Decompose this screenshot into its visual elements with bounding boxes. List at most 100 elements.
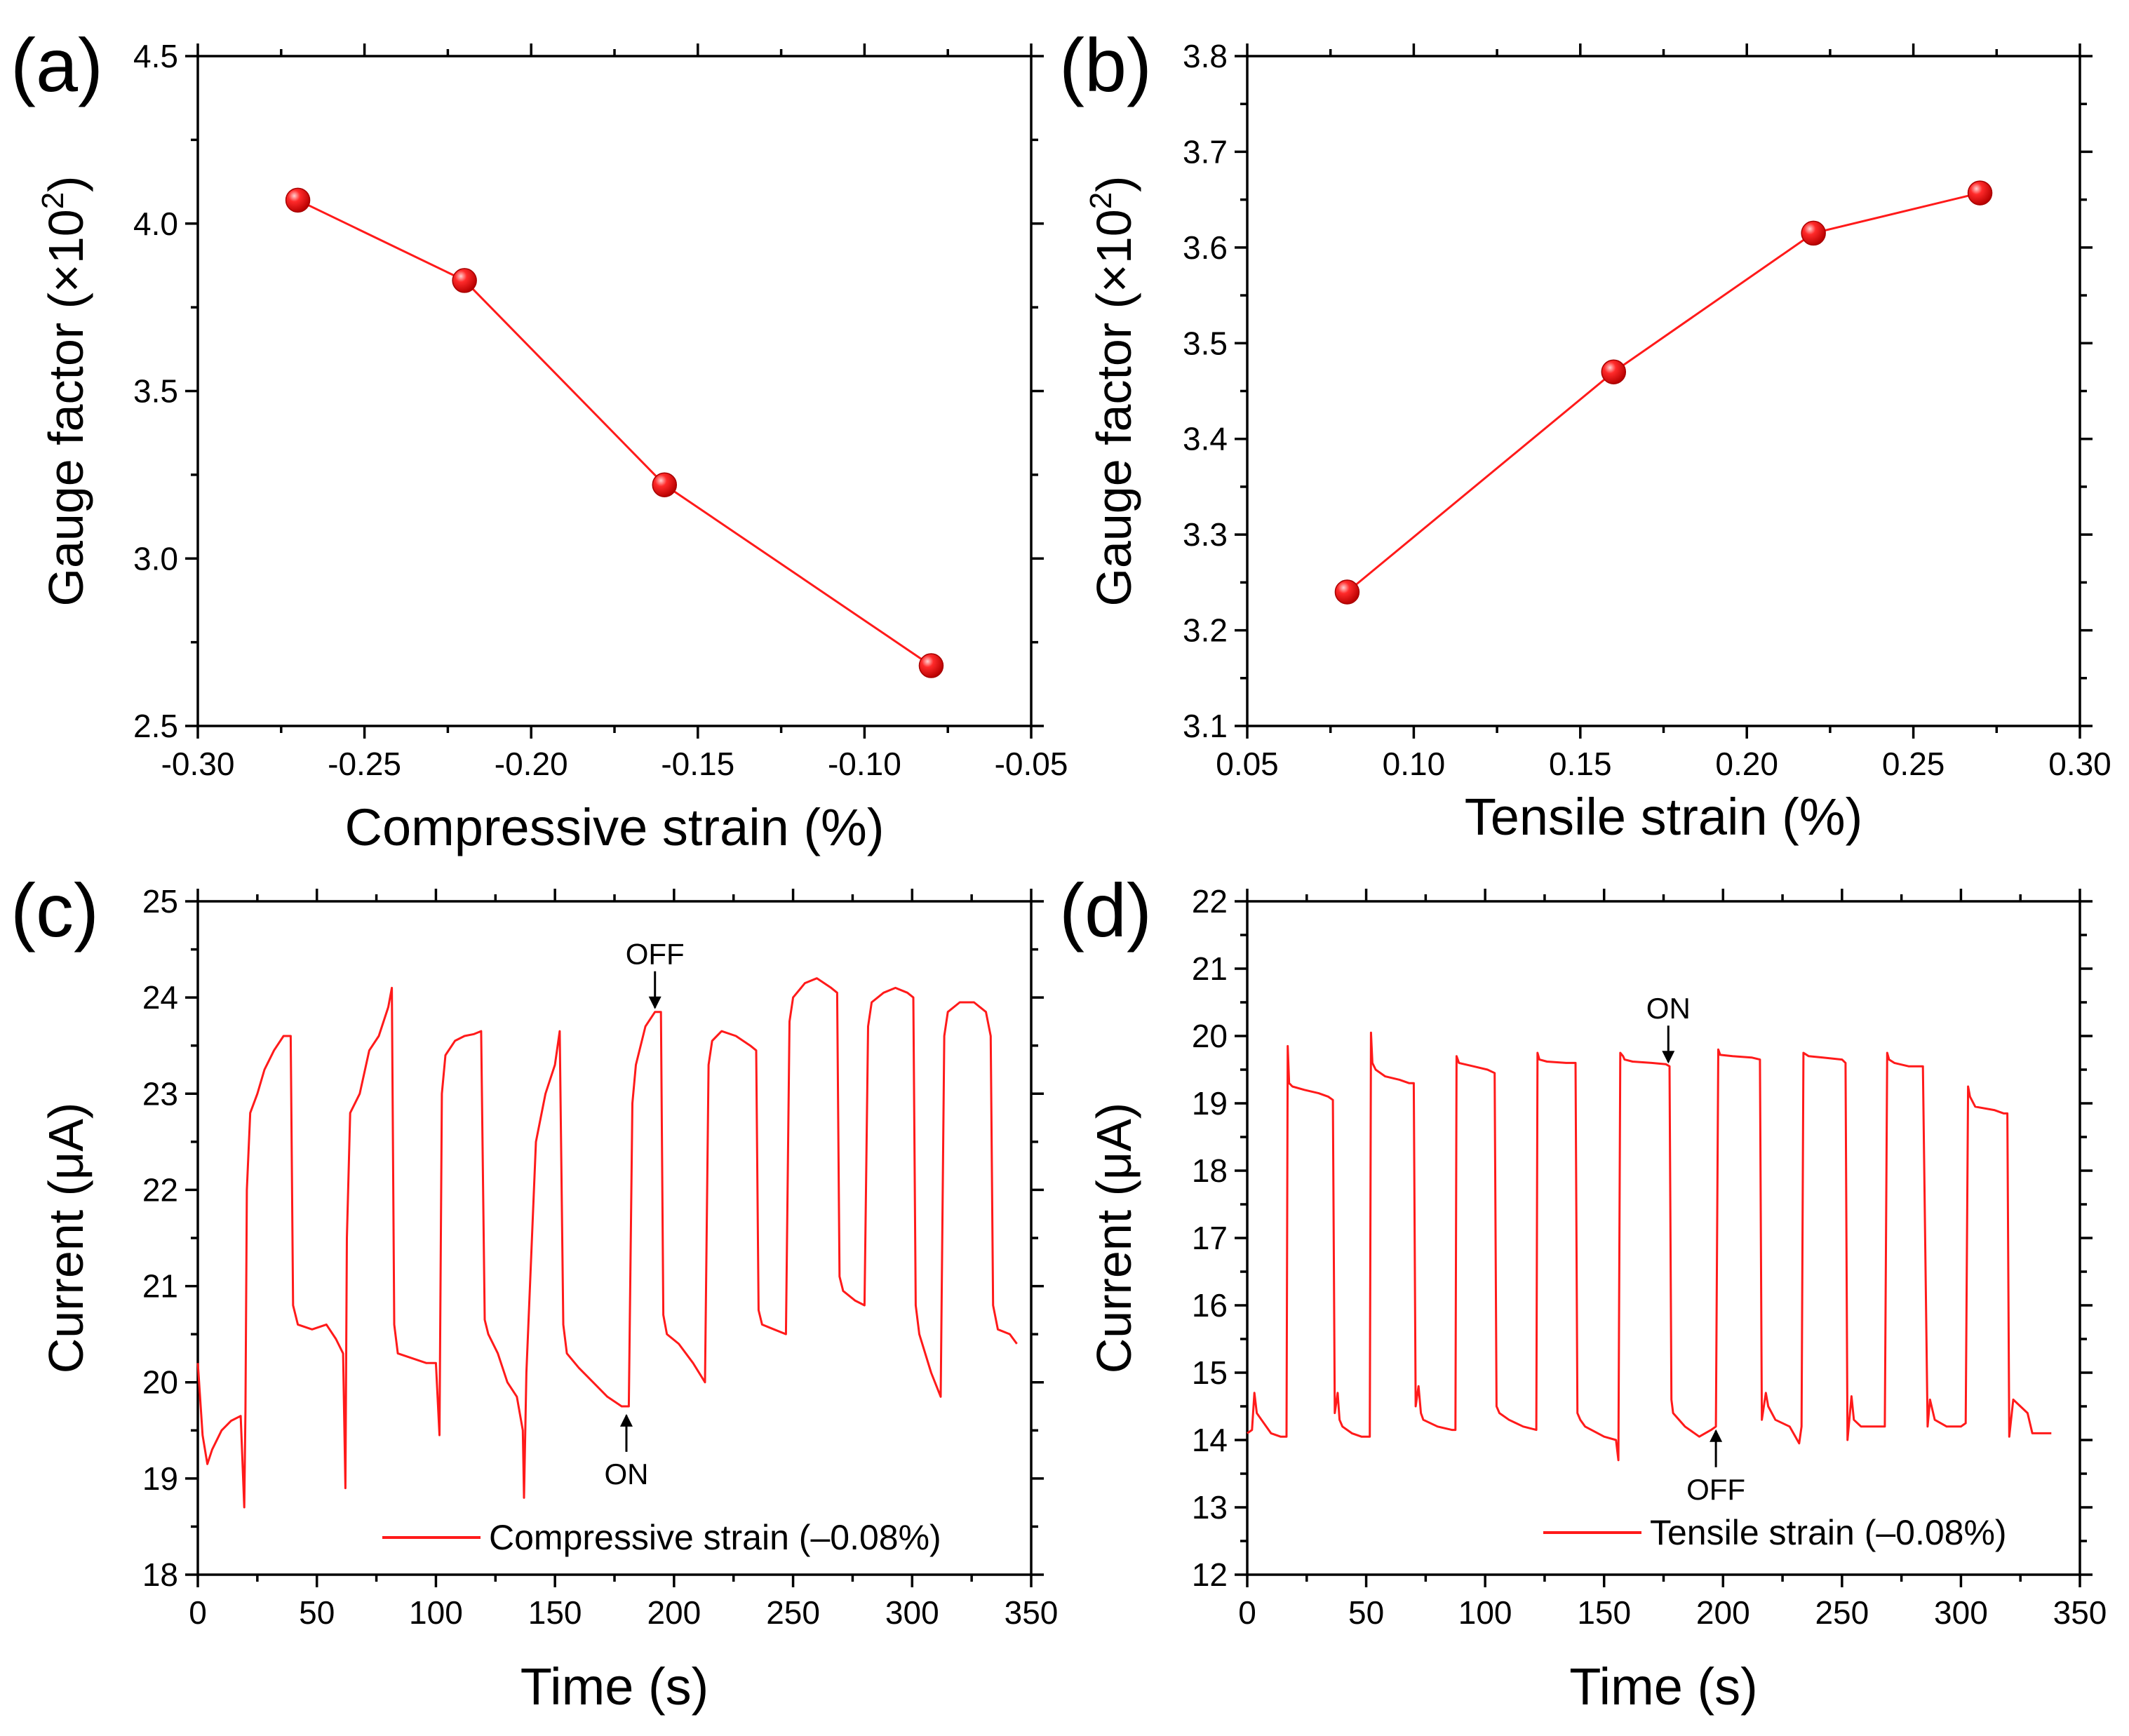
annotation-label: ON [604, 1458, 648, 1491]
annotation-arrow-head [1710, 1429, 1723, 1442]
panel-label: (d) [1059, 868, 1152, 953]
x-tick-label: 250 [1815, 1594, 1869, 1631]
panel-b: 0.05 0.10 0.15 0.20 0.25 0.30 3.1 3.2 3.3 3.4 3.5 3… [1059, 22, 2111, 846]
x-axis-title: Time (s) [1569, 1657, 1758, 1716]
panel-label: (a) [11, 22, 103, 107]
y-axis-title: Current (μA) [1087, 1103, 1141, 1374]
y-axis-title-times: × [1087, 264, 1141, 292]
data-point [918, 653, 944, 678]
y-tick-label: 19 [1192, 1085, 1228, 1122]
x-tick-label: 350 [1005, 1594, 1059, 1631]
panel-a: -0.30 -0.25 -0.20 -0.15 -0.10 -0.05 2.5 3.0 3.5 4… [11, 22, 1068, 856]
y-tick-label: 2.5 [133, 708, 178, 744]
x-tick-label: -0.25 [328, 746, 401, 782]
y-tick-label: 19 [142, 1460, 178, 1497]
y-tick-label: 25 [142, 883, 178, 920]
annotation: ON [1646, 992, 1691, 1064]
y-tick-label: 16 [1192, 1287, 1228, 1324]
x-tick-label: 50 [1348, 1594, 1384, 1631]
y-tick-label: 3.1 [1183, 708, 1228, 744]
y-tick-label: 24 [142, 979, 178, 1016]
x-tick-label: 0.10 [1383, 746, 1446, 782]
data-point [1967, 180, 1993, 206]
y-axis-title-close: ) [1087, 175, 1141, 191]
x-axis-title: Compressive strain (%) [345, 798, 885, 856]
y-axis-title-exponent: 2 [1084, 192, 1118, 209]
y-axis-title: Gauge factor (×102) [1084, 175, 1141, 606]
y-tick-label: 3.6 [1183, 229, 1228, 266]
y-tick-label: 3.8 [1183, 38, 1228, 74]
y-axis-title: Gauge factor (×102) [36, 175, 93, 606]
panel-c: 0 50 100 150 200 250 300 350 18 19 20 21 22 23 24 25 (c)… [11, 868, 1058, 1716]
y-tick-label: 23 [142, 1075, 178, 1112]
data-point [1801, 220, 1826, 246]
y-tick-label: 17 [1192, 1220, 1228, 1256]
y-axis-title-base: 10 [39, 209, 93, 264]
data-point [652, 472, 678, 497]
x-tick-label: 300 [885, 1594, 939, 1631]
x-tick-label: 0 [189, 1594, 207, 1631]
y-tick-label: 4.0 [133, 206, 178, 242]
y-tick-label: 22 [142, 1171, 178, 1208]
x-tick-label: 0.30 [2048, 746, 2111, 782]
annotation-label: OFF [626, 938, 685, 971]
y-tick-label: 3.4 [1183, 421, 1228, 457]
annotation: OFF [1686, 1429, 1745, 1506]
data-point [285, 187, 311, 213]
y-axis-title-times: × [39, 264, 93, 292]
plot-frame [196, 55, 1033, 727]
series-line [297, 199, 932, 667]
y-axis-title-main: Gauge factor ( [1087, 292, 1141, 606]
data-point [452, 268, 477, 293]
y-tick-label: 18 [1192, 1152, 1228, 1189]
data-point [1601, 359, 1627, 384]
data-point [1334, 579, 1360, 605]
y-axis-title-exponent: 2 [36, 192, 70, 209]
y-axis-title-close: ) [39, 175, 93, 191]
x-tick-label: 150 [528, 1594, 582, 1631]
y-tick-label: 3.7 [1183, 133, 1228, 170]
x-tick-label: -0.30 [161, 746, 235, 782]
x-tick-label: 100 [409, 1594, 463, 1631]
y-tick-label: 3.2 [1183, 612, 1228, 649]
x-tick-label: 0.05 [1216, 746, 1279, 782]
series-line [196, 977, 1018, 1509]
y-tick-label: 4.5 [133, 38, 178, 74]
x-tick-label: 250 [766, 1594, 820, 1631]
x-tick-label: -0.05 [995, 746, 1068, 782]
x-tick-label: 0 [1238, 1594, 1256, 1631]
y-tick-label: 14 [1192, 1422, 1228, 1458]
x-tick-label: 100 [1458, 1594, 1512, 1631]
x-tick-label: 300 [1934, 1594, 1988, 1631]
y-tick-label: 3.0 [133, 540, 178, 577]
annotation: ON [604, 1413, 648, 1491]
y-axis-title-main: Gauge factor ( [39, 292, 93, 606]
x-tick-label: 200 [1696, 1594, 1750, 1631]
panel-d: 0 50 100 150 200 250 300 350 12 13 14 15 16 17 18 19 20 2… [1059, 868, 2107, 1716]
x-tick-label: 0.15 [1549, 746, 1612, 782]
annotation-label: OFF [1686, 1473, 1745, 1506]
x-tick-label: -0.15 [661, 746, 734, 782]
series-line [1346, 191, 1980, 593]
x-tick-label: 50 [299, 1594, 335, 1631]
annotation-arrow-head [1662, 1051, 1675, 1064]
y-tick-label: 20 [142, 1364, 178, 1401]
series-line [1247, 1031, 2052, 1462]
x-tick-label: 0.20 [1715, 746, 1778, 782]
y-tick-label: 18 [142, 1556, 178, 1593]
y-axis-title: Current (μA) [39, 1103, 93, 1374]
y-tick-label: 21 [142, 1268, 178, 1305]
x-tick-label: -0.20 [495, 746, 568, 782]
legend-label: Compressive strain (–0.08%) [489, 1518, 941, 1557]
legend-label: Tensile strain (–0.08%) [1650, 1513, 2007, 1552]
x-axis-title: Tensile strain (%) [1465, 788, 1863, 846]
y-axis-title-base: 10 [1087, 209, 1141, 264]
y-tick-label: 20 [1192, 1018, 1228, 1054]
y-tick-label: 3.5 [133, 373, 178, 410]
y-tick-label: 13 [1192, 1489, 1228, 1526]
y-tick-label: 22 [1192, 883, 1228, 920]
x-tick-label: 0.25 [1882, 746, 1945, 782]
annotation-arrow-head [619, 1413, 633, 1427]
y-tick-label: 3.5 [1183, 325, 1228, 361]
